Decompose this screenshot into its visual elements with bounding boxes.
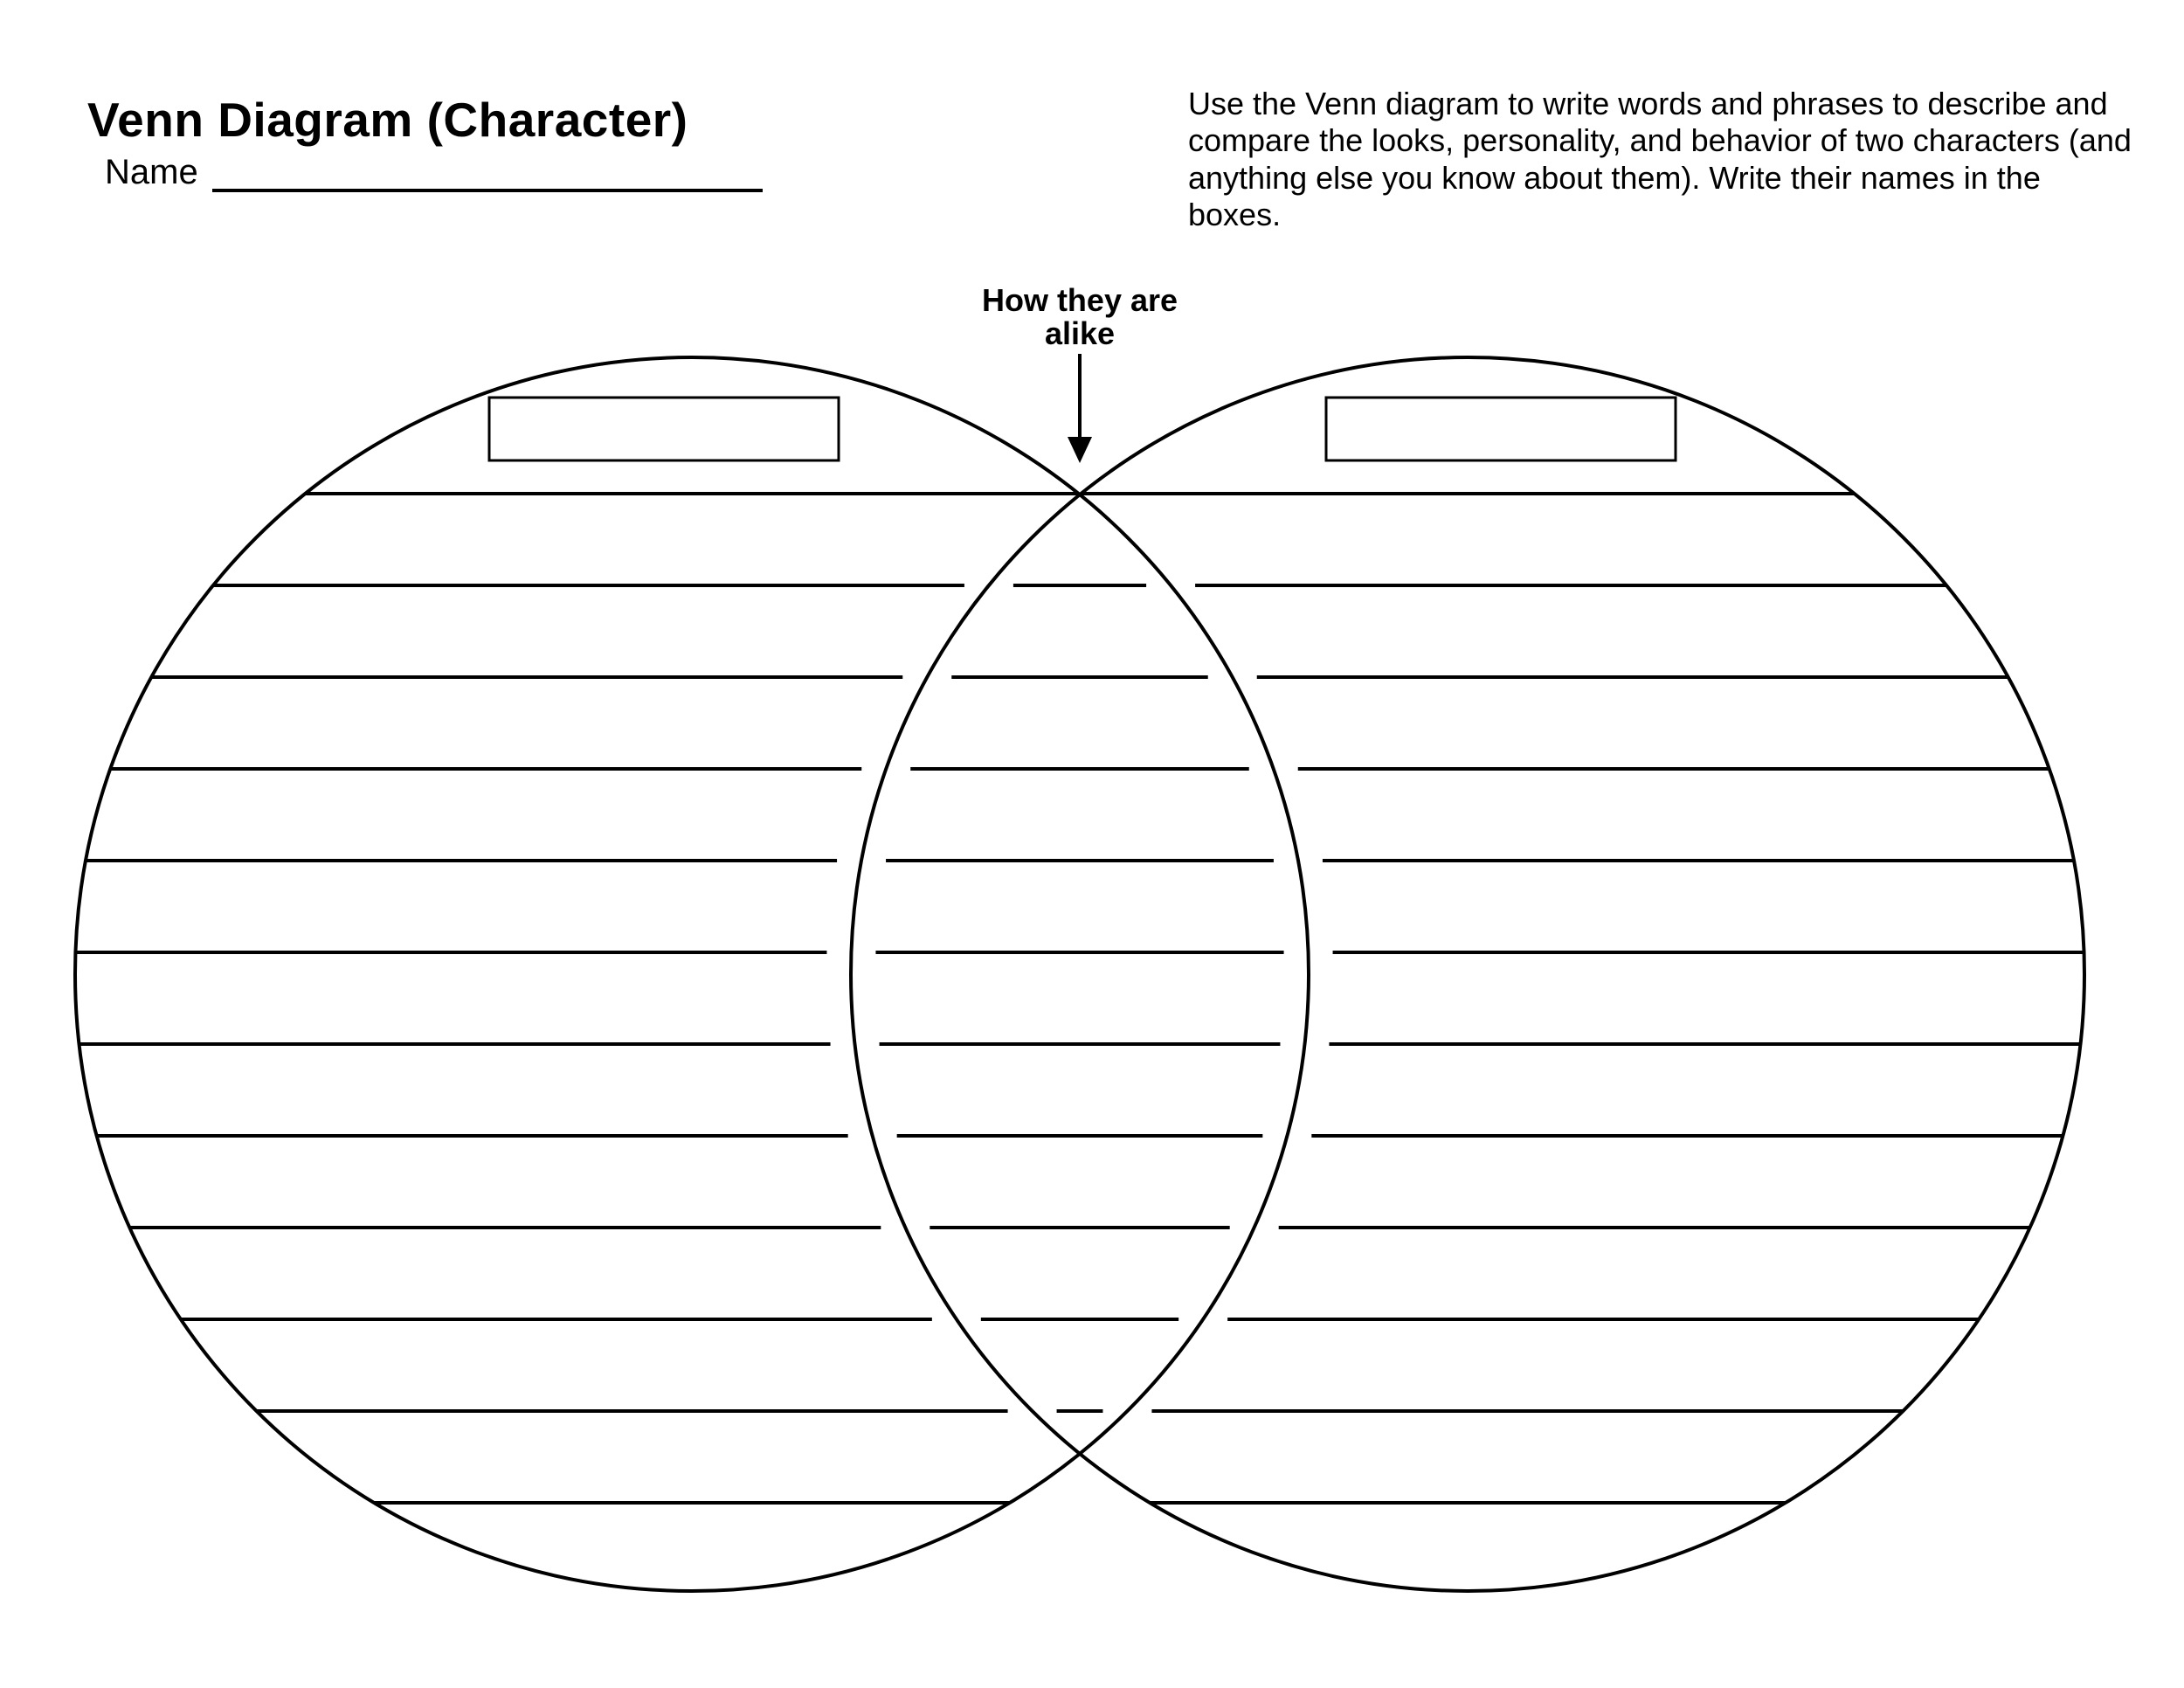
arrow-head-icon bbox=[1068, 437, 1092, 463]
venn-circles bbox=[75, 357, 2084, 1591]
left-character-name-box[interactable] bbox=[489, 398, 839, 460]
right-writing-lines bbox=[1081, 494, 2084, 1503]
right-character-name-box[interactable] bbox=[1326, 398, 1676, 460]
overlap-arrow bbox=[1068, 354, 1092, 463]
venn-diagram-svg bbox=[0, 0, 2184, 1688]
worksheet-page: Venn Diagram (Character) Name Use the Ve… bbox=[0, 0, 2184, 1688]
left-writing-lines bbox=[75, 494, 1078, 1503]
right-circle bbox=[851, 357, 2084, 1591]
left-circle bbox=[75, 357, 1309, 1591]
